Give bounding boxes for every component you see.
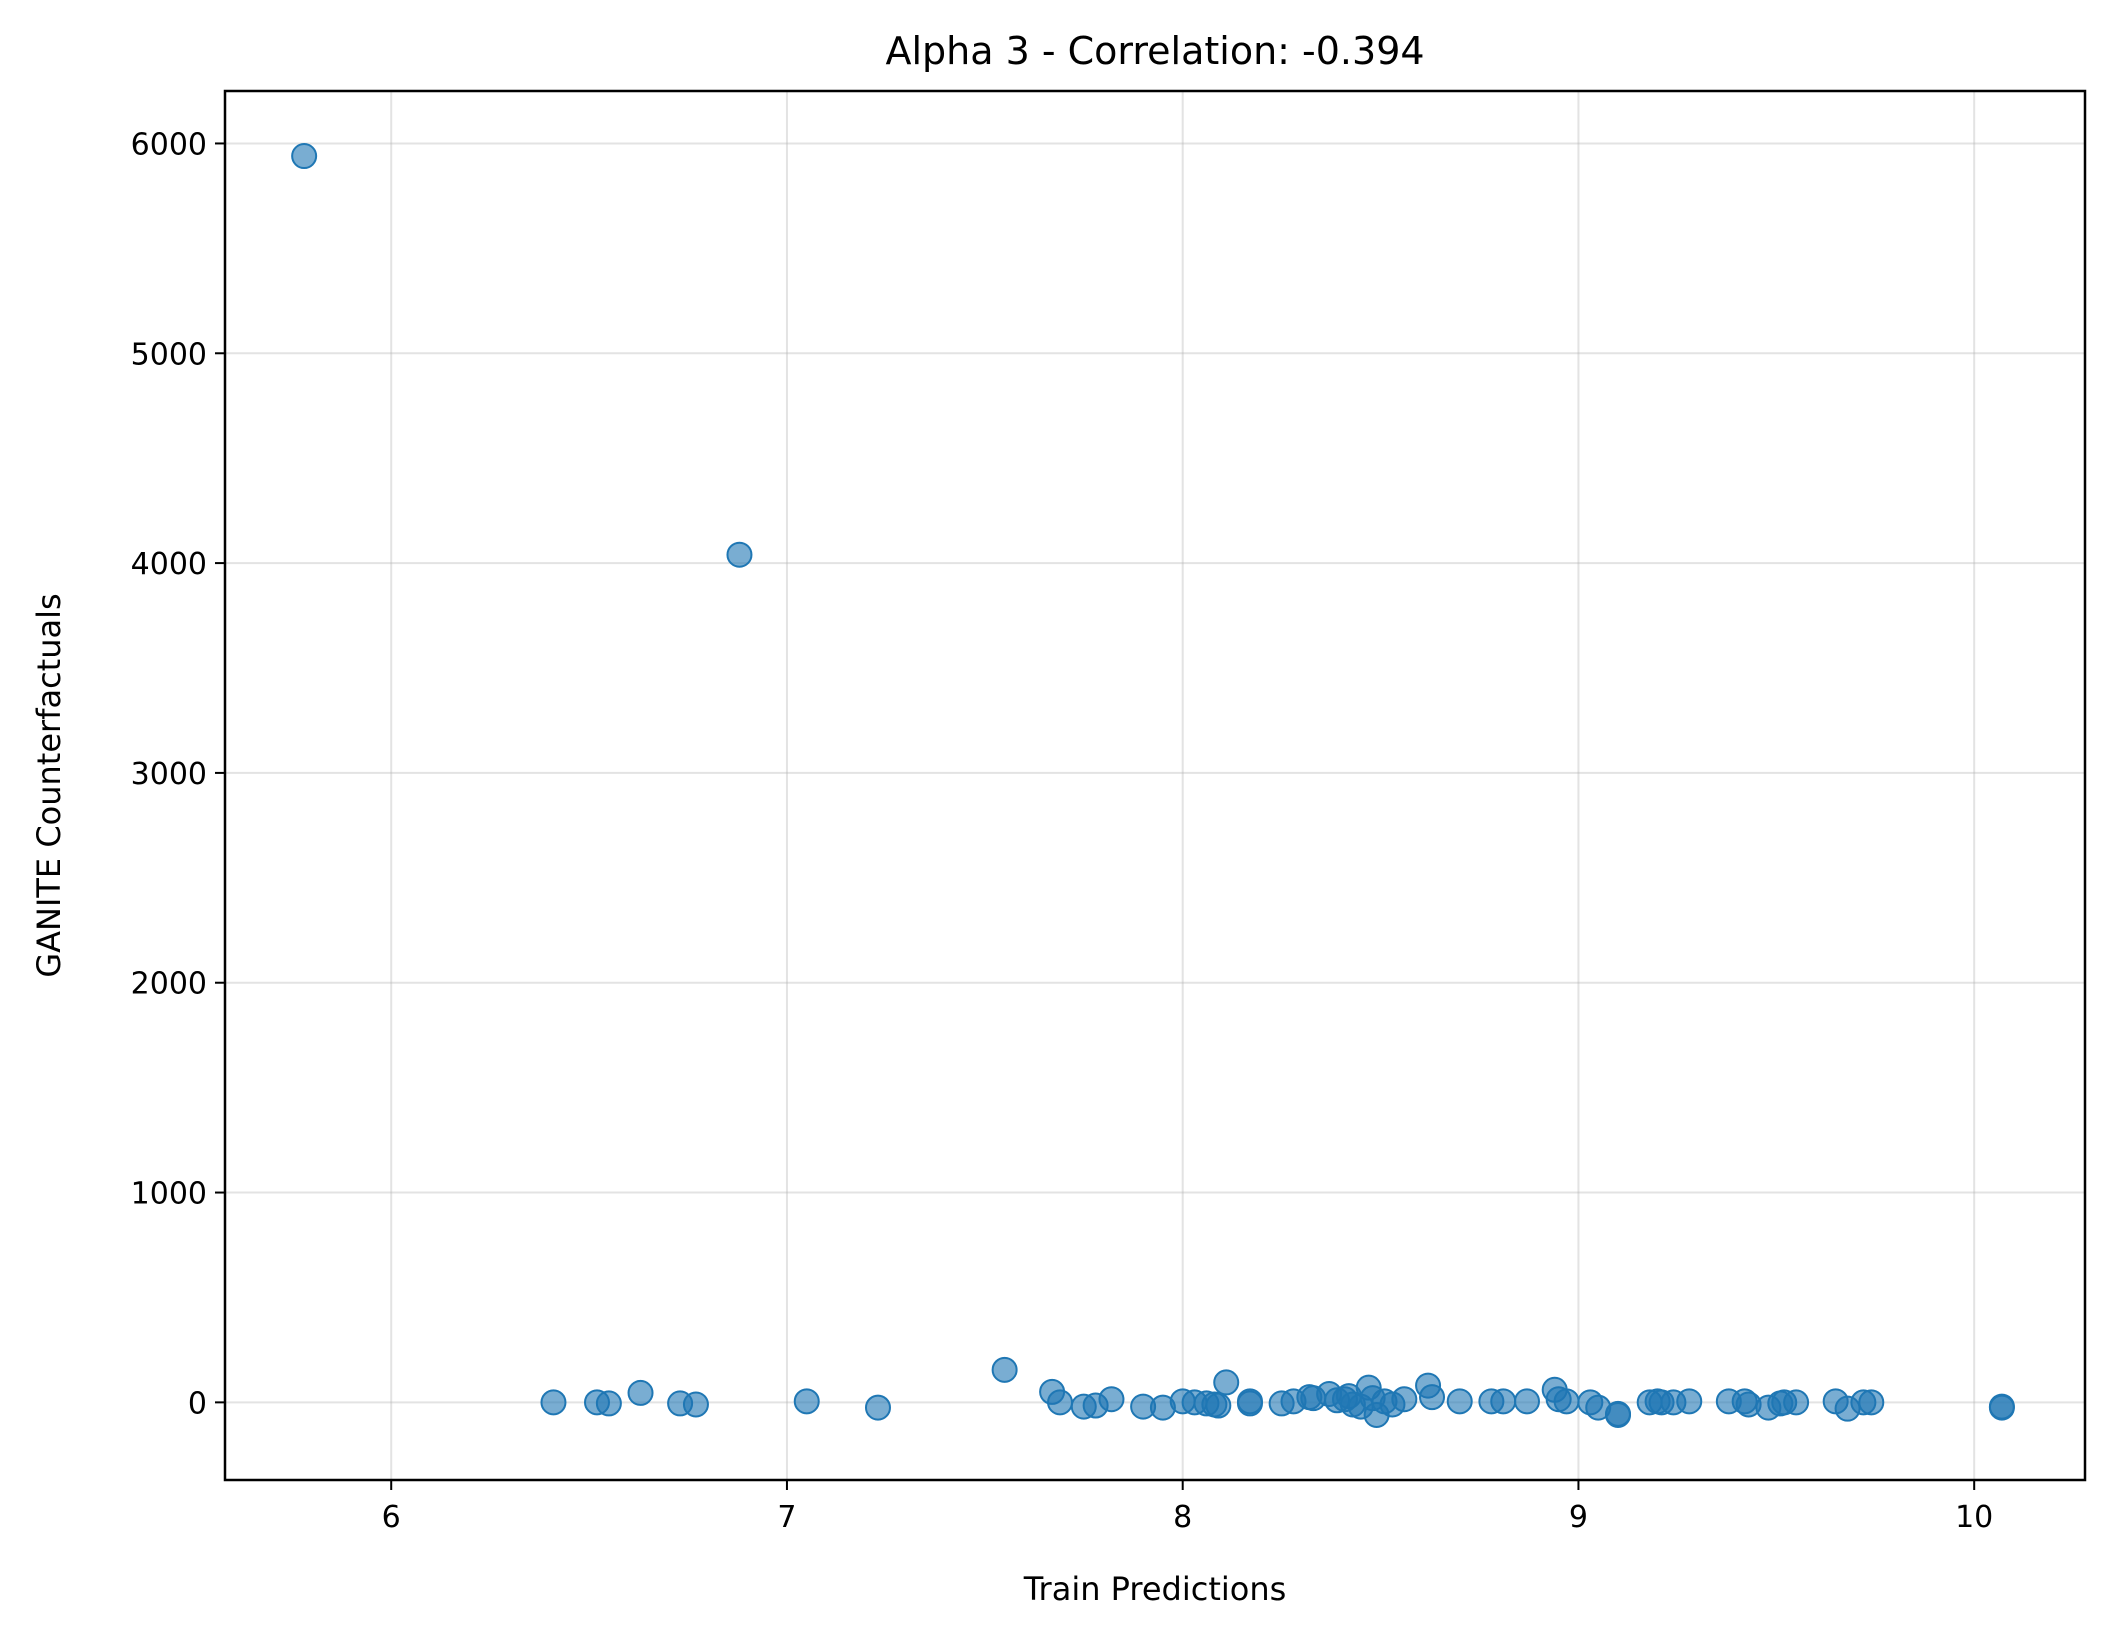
scatter-point — [1391, 1386, 1418, 1413]
scatter-point — [595, 1390, 622, 1417]
x-tick-label: 8 — [1173, 1500, 1192, 1535]
scatter-point — [1514, 1388, 1540, 1415]
scatter-point — [540, 1389, 567, 1416]
scatter-point — [864, 1394, 891, 1421]
y-axis-ticks: 0 1000 2000 3000 4000 5000 6000 — [131, 127, 225, 1421]
scatter-point — [682, 1391, 709, 1418]
scatter-point — [1446, 1388, 1473, 1415]
scatter-point — [1783, 1389, 1810, 1416]
data-points — [291, 143, 2015, 1428]
y-axis-label: GANITE Counterfactuals — [30, 593, 68, 977]
scatter-point — [1676, 1388, 1703, 1415]
y-tick-label: 0 — [188, 1386, 207, 1421]
scatter-point — [991, 1356, 1018, 1383]
x-tick-label: 7 — [777, 1500, 796, 1535]
x-axis-label: Train Predictions — [1023, 1570, 1287, 1608]
plot-frame — [223, 89, 2087, 1482]
scatter-point — [1213, 1369, 1240, 1396]
x-tick-label: 9 — [1569, 1500, 1588, 1535]
grid-lines — [225, 91, 2085, 1480]
y-tick-label: 5000 — [131, 337, 207, 372]
scatter-point — [1236, 1388, 1263, 1415]
chart-title: Alpha 3 - Correlation: -0.394 — [885, 29, 1424, 73]
x-axis-ticks: 6 7 8 9 10 — [382, 1480, 1993, 1535]
scatter-point — [1419, 1384, 1446, 1411]
y-tick-label: 2000 — [131, 967, 207, 1002]
scatter-point — [1858, 1389, 1885, 1416]
y-tick-label: 4000 — [131, 547, 207, 582]
y-tick-label: 3000 — [131, 757, 207, 792]
x-tick-label: 10 — [1955, 1500, 1993, 1535]
scatter-point — [1490, 1388, 1517, 1415]
scatter-point — [793, 1388, 820, 1415]
scatter-point — [726, 541, 753, 568]
scatter-point — [1988, 1394, 2015, 1421]
y-tick-label: 6000 — [131, 127, 207, 162]
x-tick-label: 6 — [382, 1500, 401, 1535]
scatter-point — [1047, 1389, 1074, 1416]
scatter-point — [1098, 1386, 1125, 1413]
scatter-point — [627, 1379, 654, 1406]
scatter-point — [291, 143, 318, 170]
scatter-point — [1205, 1392, 1232, 1419]
y-tick-label: 1000 — [131, 1177, 207, 1212]
scatter-point — [1553, 1388, 1580, 1415]
scatter-point — [1605, 1401, 1632, 1428]
